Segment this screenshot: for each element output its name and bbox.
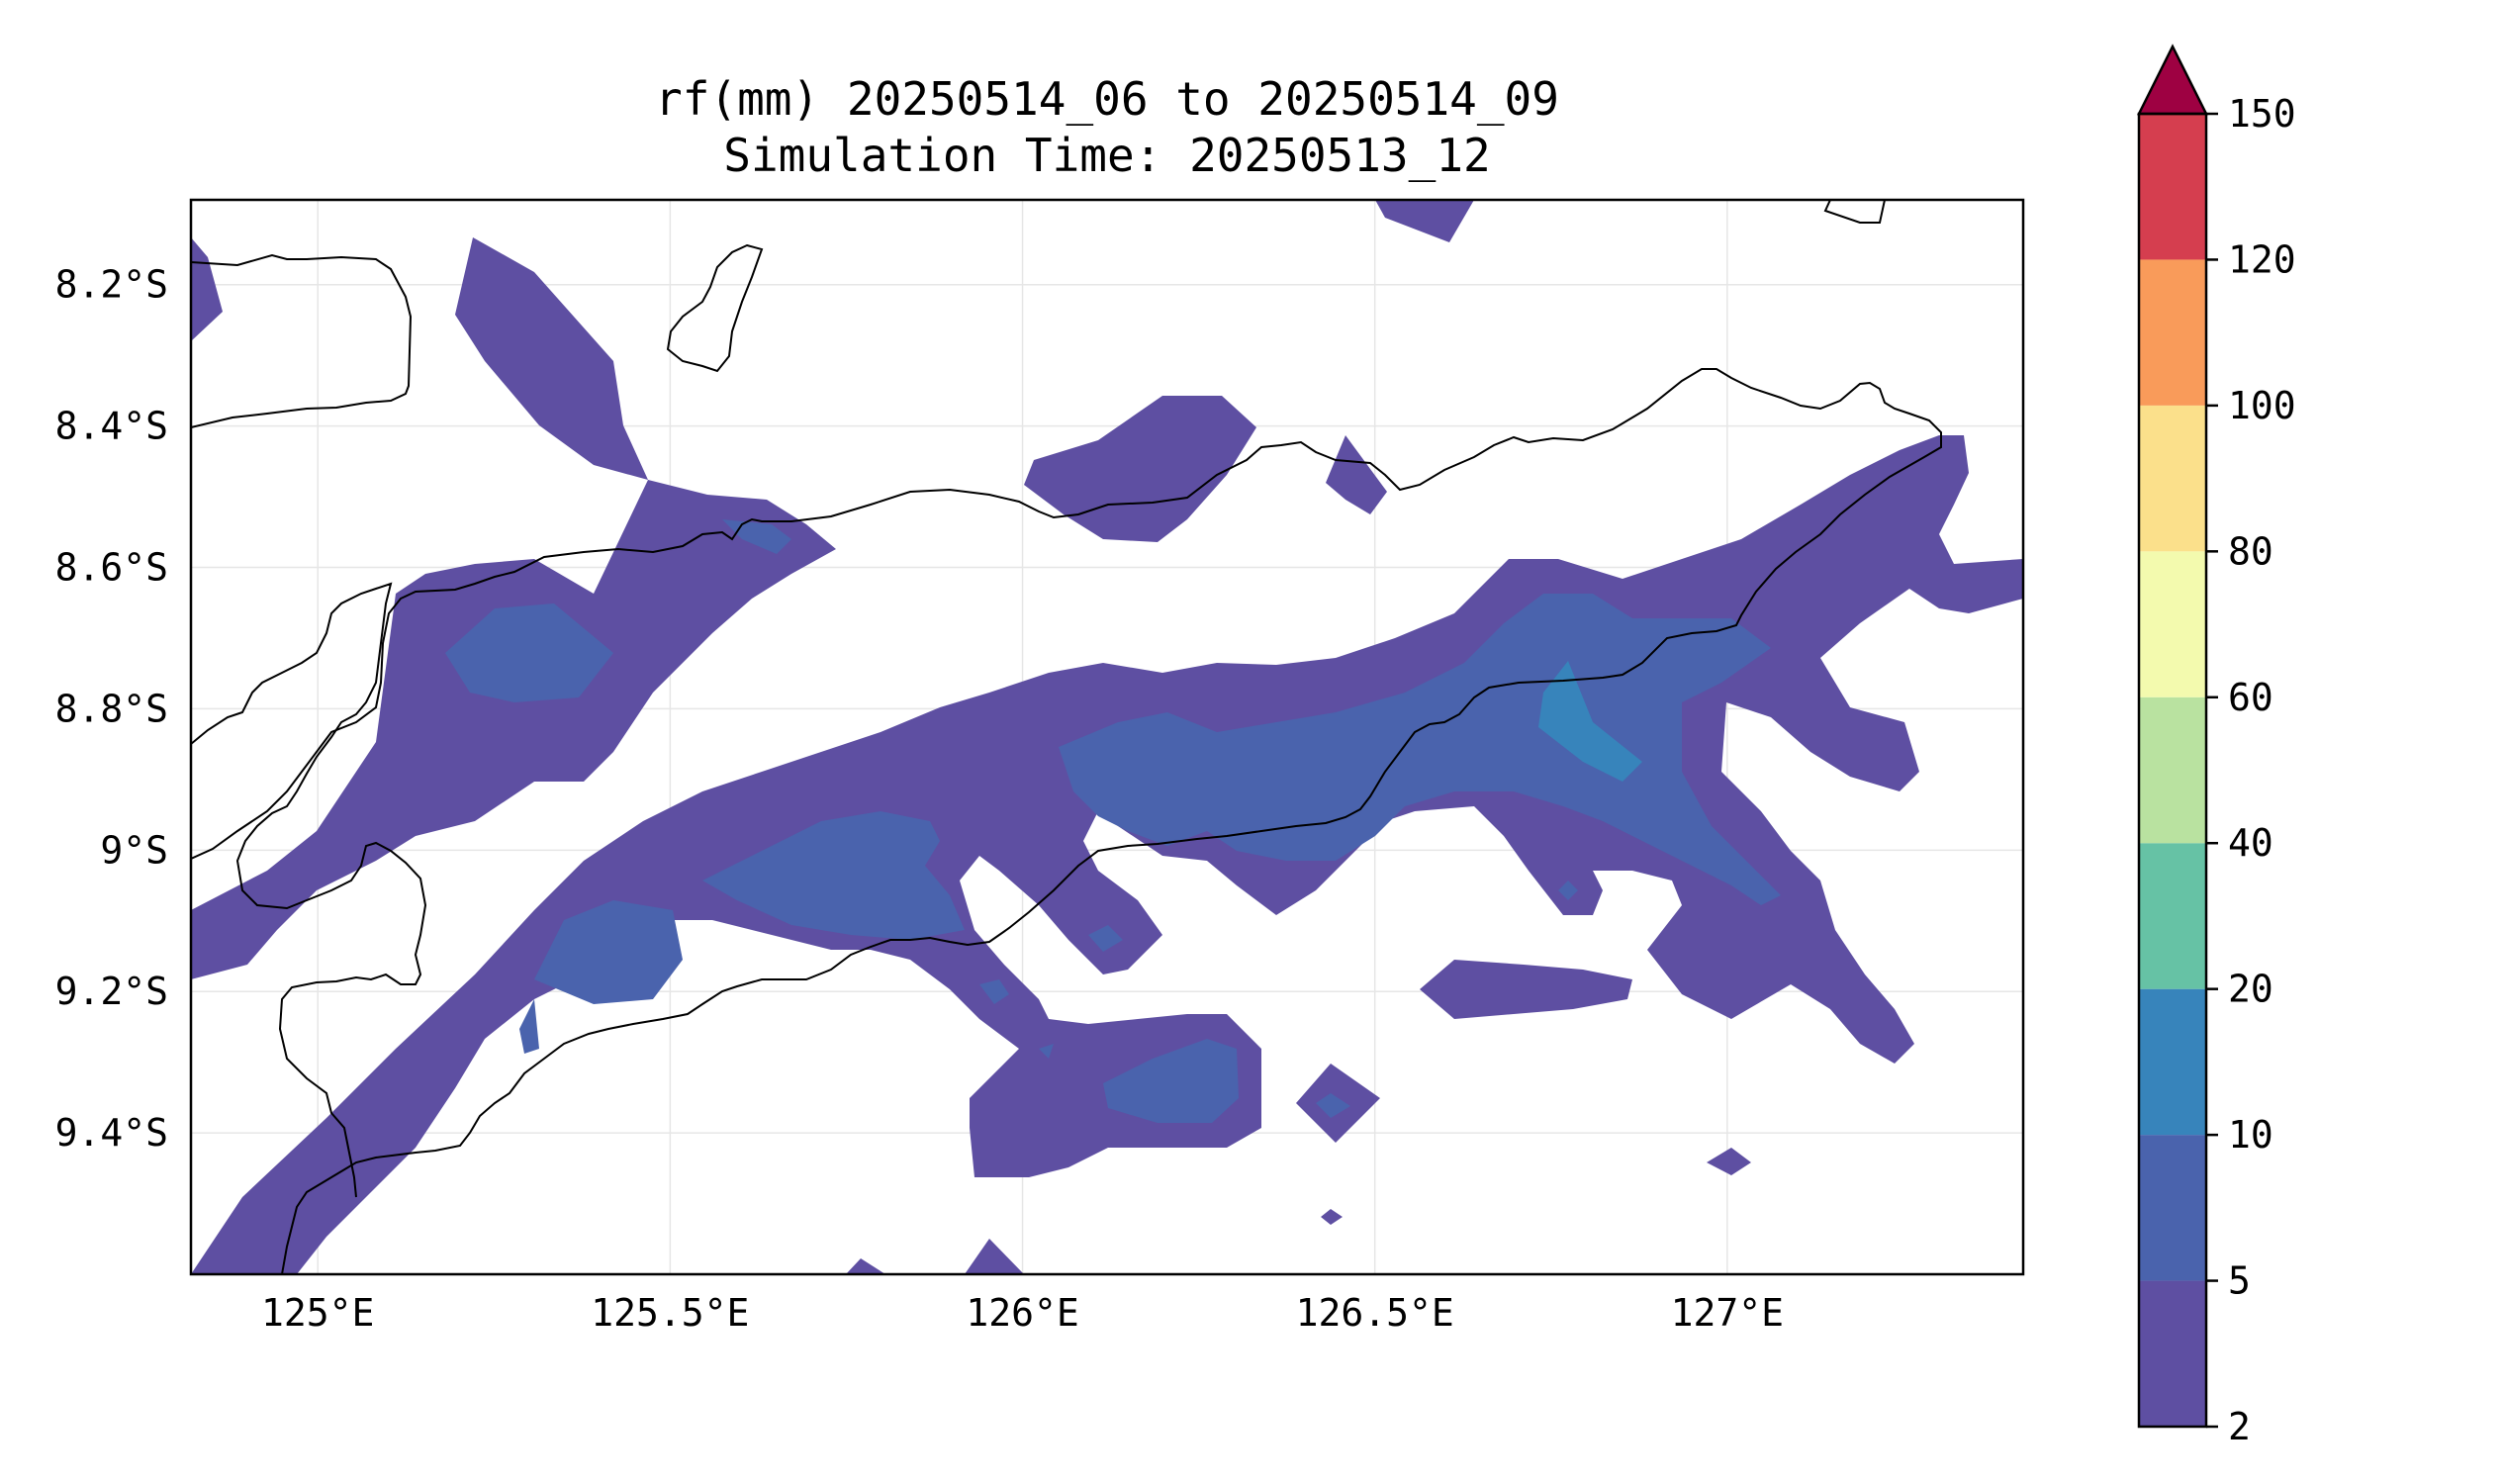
rain-area [1420, 960, 1632, 1019]
y-tick-label: 8.6°S [55, 546, 168, 590]
rain-area [846, 1258, 885, 1274]
x-tick-label: 126°E [966, 1291, 1078, 1335]
rain-level-5-10 [445, 519, 1781, 1123]
rain-area [1088, 925, 1123, 952]
y-axis: 8.2°S 8.4°S 8.6°S 8.8°S 9°S 9.2°S 9.4°S [55, 263, 168, 1155]
colorbar-frame [2137, 112, 2208, 1429]
rain-area [519, 999, 539, 1054]
colorbar-extend-arrow [2136, 44, 2209, 116]
x-tick-label: 125.5°E [591, 1291, 749, 1335]
rain-area [1024, 396, 1256, 542]
colorbar-tick-label: 20 [2228, 968, 2273, 1011]
colorbar-tick-label: 100 [2228, 384, 2296, 427]
x-tick-label: 126.5°E [1296, 1291, 1454, 1335]
rain-area [534, 900, 683, 1004]
rain-area [979, 979, 1009, 1004]
y-tick-label: 9.4°S [55, 1111, 168, 1155]
rain-area [965, 1239, 1024, 1274]
coastline [1823, 200, 1886, 224]
colorbar-tick-label: 120 [2228, 237, 2296, 281]
y-tick-label: 8.8°S [55, 687, 168, 730]
colorbar-segment [2139, 551, 2206, 697]
coastline [191, 582, 427, 1198]
rain-level-10-20 [1538, 661, 1642, 782]
title-line-2: Simulation Time: 20250513_12 [723, 129, 1490, 182]
colorbar-tick-label: 40 [2228, 821, 2273, 865]
colorbar-tick-label: 80 [2228, 529, 2273, 573]
y-tick-label: 9°S [100, 828, 168, 872]
colorbar-tick-label: 150 [2228, 92, 2296, 136]
colorbar-segment [2139, 259, 2206, 406]
colorbar-segment [2139, 843, 2206, 989]
y-tick-label: 8.2°S [55, 263, 168, 307]
colorbar-tick-label: 2 [2228, 1405, 2251, 1448]
rain-area [1316, 1093, 1350, 1118]
rain-area [1103, 1039, 1239, 1123]
colorbar: 2 5 10 20 40 60 80 100 120 150 [2136, 44, 2296, 1448]
colorbar-tick-label: 60 [2228, 676, 2273, 719]
y-tick-label: 8.4°S [55, 405, 168, 448]
coastline [191, 253, 413, 428]
coastlines [191, 200, 1942, 1274]
colorbar-tick-label: 5 [2228, 1259, 2251, 1303]
y-tick-label: 9.2°S [55, 970, 168, 1013]
x-tick-label: 125°E [261, 1291, 374, 1335]
rain-area [1321, 1209, 1343, 1225]
colorbar-segment [2139, 1280, 2206, 1427]
colorbar-segment [2139, 1135, 2206, 1281]
rain-area [1707, 1148, 1751, 1175]
map-panel [191, 200, 2023, 1274]
rain-area [445, 603, 613, 702]
x-tick-label: 127°E [1671, 1291, 1784, 1335]
colorbar-segment [2139, 114, 2206, 260]
coastline [191, 368, 1942, 1274]
map-frame [189, 198, 2025, 1276]
rain-area [455, 237, 648, 480]
rain-area [1558, 881, 1578, 900]
x-axis: 125°E 125.5°E 126°E 126.5°E 127°E [261, 1291, 1784, 1335]
colorbar-segment [2139, 988, 2206, 1136]
colorbar-segment [2139, 696, 2206, 844]
colorbar-tick-label: 10 [2228, 1113, 2273, 1157]
rain-area [191, 480, 836, 979]
coastline [666, 243, 764, 373]
rain-area [1059, 594, 1781, 905]
rain-area [702, 811, 965, 940]
rain-area [1039, 1044, 1054, 1059]
rain-area [1375, 200, 1474, 242]
rain-area [1326, 435, 1387, 514]
rain-area [1538, 661, 1642, 782]
colorbar-segment [2139, 405, 2206, 552]
title-line-1: rf(mm) 20250514_06 to 20250514_09 [655, 72, 1559, 126]
